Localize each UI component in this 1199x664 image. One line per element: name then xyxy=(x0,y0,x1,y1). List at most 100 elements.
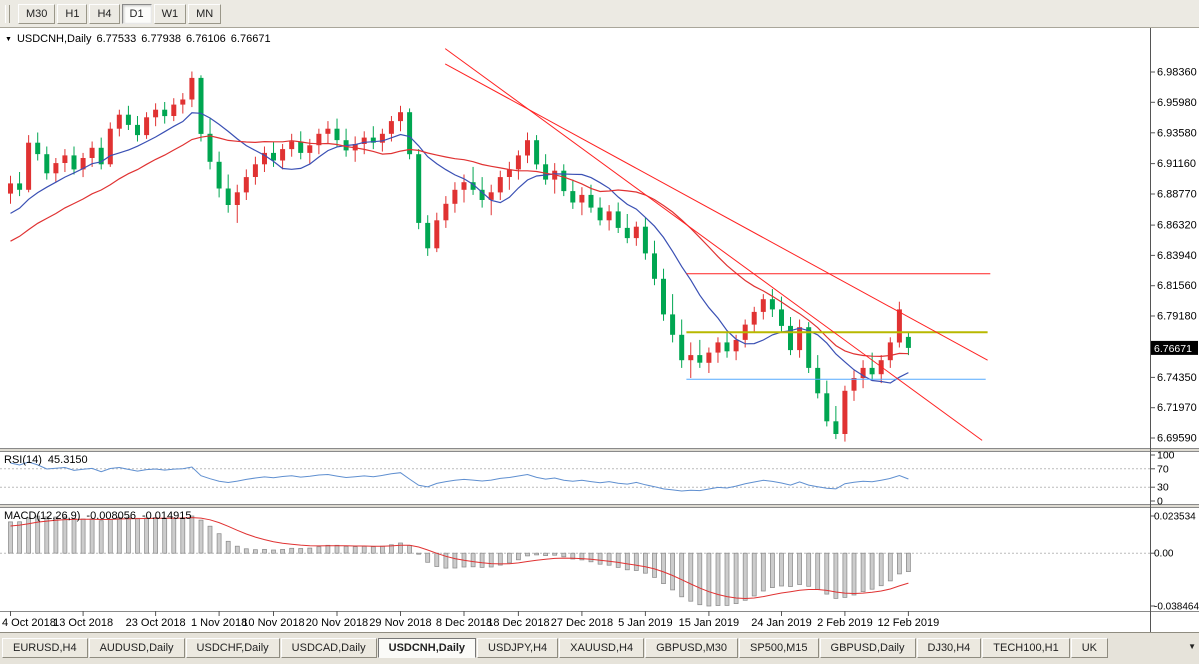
date-tick-label: 24 Jan 2019 xyxy=(751,617,812,629)
macd-histogram-bar xyxy=(290,548,294,553)
tab-usdjpy-h4[interactable]: USDJPY,H4 xyxy=(477,638,558,658)
candle-body xyxy=(443,204,448,221)
macd-histogram-bar xyxy=(780,553,784,586)
candle-body xyxy=(661,279,666,315)
macd-histogram-bar xyxy=(825,553,829,594)
tab-tech100-h1[interactable]: TECH100,H1 xyxy=(982,638,1069,658)
candle-body xyxy=(788,326,793,350)
rsi-tick-label: 0 xyxy=(1157,496,1163,508)
date-tick-label: 13 Oct 2018 xyxy=(53,617,113,629)
macd-histogram-bar xyxy=(816,553,820,589)
candle-body xyxy=(280,149,285,160)
tab-usdcnh-daily[interactable]: USDCNH,Daily xyxy=(378,638,476,658)
date-tick-label: 29 Nov 2018 xyxy=(369,617,431,629)
macd-histogram-bar xyxy=(743,553,747,600)
macd-histogram-bar xyxy=(807,553,811,586)
macd-histogram-bar xyxy=(643,553,647,573)
candle-body xyxy=(407,112,412,154)
tab-usdchf-daily[interactable]: USDCHF,Daily xyxy=(186,638,280,658)
macd-histogram-bar xyxy=(634,553,638,570)
timeframe-button-d1[interactable]: D1 xyxy=(122,4,152,24)
candle-body xyxy=(235,192,240,205)
macd-histogram-bar xyxy=(371,547,375,554)
chart-background xyxy=(0,28,1199,632)
tab-gbpusd-daily[interactable]: GBPUSD,Daily xyxy=(820,638,916,658)
candle-body xyxy=(289,142,294,150)
tab-overflow-icon[interactable]: ▼ xyxy=(1188,642,1196,651)
macd-histogram-bar xyxy=(172,518,176,553)
macd-histogram-bar xyxy=(136,518,140,553)
price-tick-label: 6.98360 xyxy=(1157,67,1197,79)
candle-body xyxy=(797,327,802,350)
macd-histogram-bar xyxy=(761,553,765,591)
tab-usdcad-daily[interactable]: USDCAD,Daily xyxy=(281,638,377,658)
candle-body xyxy=(534,140,539,164)
timeframe-button-h1[interactable]: H1 xyxy=(57,4,87,24)
candle-body xyxy=(135,125,140,135)
macd-histogram-bar xyxy=(308,548,312,553)
price-tick-label: 6.71970 xyxy=(1157,402,1197,414)
candle-body xyxy=(897,309,902,342)
candle-body xyxy=(842,391,847,434)
price-tick-label: 6.74350 xyxy=(1157,372,1197,384)
candle-body xyxy=(625,228,630,238)
tab-sp500-m15[interactable]: SP500,M15 xyxy=(739,638,818,658)
macd-histogram-bar xyxy=(244,549,248,553)
candle-body xyxy=(598,208,603,221)
candle-body xyxy=(833,421,838,434)
chart-canvas[interactable]: 6.983606.959806.935806.911606.887706.863… xyxy=(0,28,1199,632)
candle-body xyxy=(616,211,621,228)
timeframe-button-m30[interactable]: M30 xyxy=(18,4,55,24)
date-tick-label: 1 Nov 2018 xyxy=(191,617,247,629)
price-tick-label: 6.79180 xyxy=(1157,311,1197,323)
macd-histogram-bar xyxy=(263,549,267,553)
macd-histogram-bar xyxy=(544,553,548,555)
candle-body xyxy=(416,154,421,223)
macd-histogram-bar xyxy=(589,553,593,562)
macd-histogram-bar xyxy=(18,522,22,553)
macd-histogram-bar xyxy=(480,553,484,567)
candle-body xyxy=(670,314,675,334)
macd-histogram-bar xyxy=(208,526,212,553)
date-tick-label: 15 Jan 2019 xyxy=(679,617,740,629)
candle-body xyxy=(516,155,521,169)
candle-body xyxy=(543,164,548,179)
timeframe-button-h4[interactable]: H4 xyxy=(89,4,119,24)
price-tick-label: 6.93580 xyxy=(1157,127,1197,139)
macd-histogram-bar xyxy=(117,517,121,553)
candle-body xyxy=(389,121,394,134)
candle-body xyxy=(117,115,122,129)
timeframe-button-mn[interactable]: MN xyxy=(188,4,221,24)
candle-body xyxy=(770,299,775,309)
macd-histogram-bar xyxy=(408,545,412,553)
macd-histogram-bar xyxy=(625,553,629,570)
candle-body xyxy=(679,335,684,360)
tab-eurusd-h4[interactable]: EURUSD,H4 xyxy=(2,638,88,658)
macd-histogram-bar xyxy=(126,517,130,553)
macd-histogram-bar xyxy=(888,553,892,581)
macd-histogram-bar xyxy=(145,518,149,553)
tab-xauusd-h4[interactable]: XAUUSD,H4 xyxy=(559,638,644,658)
macd-histogram-bar xyxy=(897,553,901,574)
tab-gbpusd-m30[interactable]: GBPUSD,M30 xyxy=(645,638,738,658)
macd-histogram-bar xyxy=(299,549,303,554)
price-tick-label: 6.91160 xyxy=(1157,158,1196,170)
candle-body xyxy=(217,162,222,189)
macd-histogram-bar xyxy=(526,553,530,556)
candle-body xyxy=(26,143,31,190)
candle-body xyxy=(806,327,811,368)
macd-histogram-bar xyxy=(489,553,493,567)
macd-histogram-bar xyxy=(353,547,357,554)
macd-histogram-bar xyxy=(426,553,430,562)
tab-uk[interactable]: UK xyxy=(1071,638,1108,658)
candle-body xyxy=(8,183,13,193)
candle-body xyxy=(688,355,693,360)
macd-histogram-bar xyxy=(507,553,511,563)
tab-audusd-daily[interactable]: AUDUSD,Daily xyxy=(89,638,185,658)
candle-body xyxy=(180,100,185,105)
timeframe-button-w1[interactable]: W1 xyxy=(154,4,187,24)
tab-dj30-h4[interactable]: DJ30,H4 xyxy=(917,638,982,658)
candle-body xyxy=(35,143,40,154)
macd-histogram-bar xyxy=(81,519,85,553)
